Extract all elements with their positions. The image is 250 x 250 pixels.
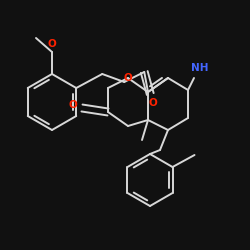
Text: O: O bbox=[48, 39, 56, 49]
Text: O: O bbox=[68, 100, 78, 110]
Text: O: O bbox=[149, 98, 158, 108]
Text: NH: NH bbox=[191, 63, 209, 73]
Text: O: O bbox=[124, 73, 132, 83]
